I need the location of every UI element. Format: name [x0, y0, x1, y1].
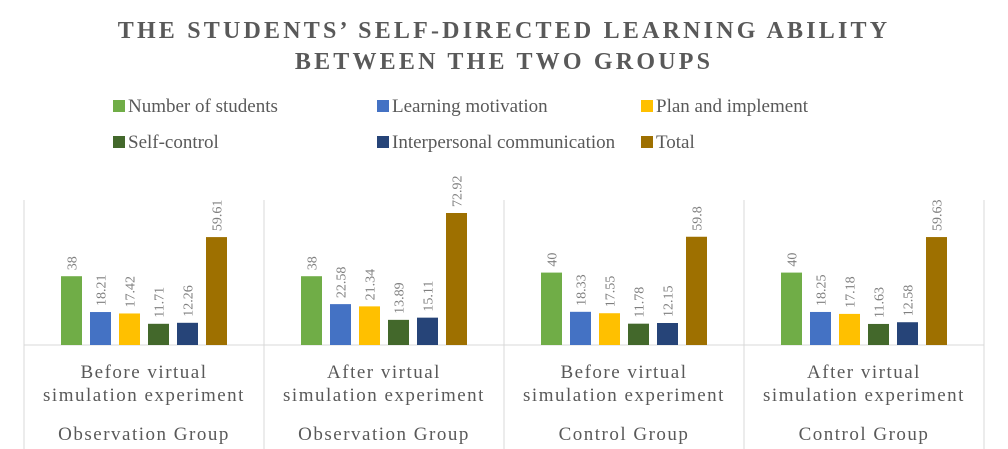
bar [206, 237, 227, 345]
data-label: 13.89 [393, 282, 408, 314]
legend-label: Learning motivation [392, 96, 548, 117]
category-label: simulation experiment [523, 385, 725, 406]
category-label: After virtual [327, 362, 441, 383]
legend-label: Total [656, 132, 695, 153]
legend-label: Number of students [128, 96, 278, 117]
bar [686, 236, 707, 345]
legend-swatch [113, 100, 125, 112]
bars [61, 213, 947, 345]
data-label: 59.8 [691, 206, 706, 231]
bar [897, 322, 918, 345]
chart-title: THE STUDENTS’ SELF-DIRECTED LEARNING ABI… [118, 18, 891, 75]
data-label: 17.55 [604, 276, 619, 308]
data-label: 18.33 [575, 274, 590, 306]
bar [810, 311, 831, 345]
bar [148, 323, 169, 345]
data-label: 15.11 [422, 281, 437, 312]
bar [781, 272, 802, 345]
bar [177, 322, 198, 345]
bar [417, 317, 438, 345]
data-label: 22.58 [335, 267, 350, 299]
category-label: simulation experiment [283, 385, 485, 406]
bar [839, 313, 860, 345]
data-label: 59.61 [211, 200, 226, 232]
legend-swatch [641, 136, 653, 148]
data-label: 12.26 [182, 285, 197, 317]
bar [301, 276, 322, 345]
bar [657, 323, 678, 345]
legend-swatch [113, 136, 125, 148]
bar [359, 306, 380, 345]
data-label: 38 [306, 256, 321, 270]
bar [90, 312, 111, 345]
data-label: 11.71 [153, 287, 168, 318]
data-label: 12.15 [662, 286, 677, 318]
category-label: Before virtual [80, 362, 207, 383]
chart-title-line-1: THE STUDENTS’ SELF-DIRECTED LEARNING ABI… [118, 18, 891, 44]
legend: Number of students Learning motivation Pla… [113, 96, 809, 153]
data-label: 38 [66, 256, 81, 270]
category-label: Before virtual [560, 362, 687, 383]
group-label: Observation Group [58, 424, 230, 445]
data-label: 40 [546, 253, 561, 267]
legend-label: Interpersonal communication [392, 132, 616, 153]
legend-swatch [641, 100, 653, 112]
data-label: 17.42 [124, 276, 139, 308]
data-label: 21.34 [364, 269, 379, 301]
bar [446, 213, 467, 345]
bar [599, 313, 620, 345]
bar [388, 319, 409, 345]
chart-title-line-2: BETWEEN THE TWO GROUPS [295, 49, 713, 75]
data-label: 72.92 [451, 176, 466, 208]
group-label: Control Group [559, 424, 690, 445]
bar [570, 311, 591, 345]
bar [330, 304, 351, 345]
category-label: simulation experiment [43, 385, 245, 406]
legend-swatch [377, 136, 389, 148]
bar [868, 323, 889, 345]
legend-label: Self-control [128, 132, 219, 153]
data-label: 11.78 [633, 287, 648, 318]
data-label: 11.63 [873, 287, 888, 318]
bar [61, 276, 82, 345]
group-label: Observation Group [298, 424, 470, 445]
data-labels: 38 18.21 17.42 11.71 12.26 59.61 38 22.58 21.34 1… [66, 176, 946, 318]
data-label: 12.58 [902, 285, 917, 317]
data-label: 40 [786, 253, 801, 267]
bar [926, 237, 947, 345]
category-label: After virtual [807, 362, 921, 383]
group-label: Control Group [799, 424, 930, 445]
bar [628, 323, 649, 345]
bar [541, 272, 562, 345]
legend-label: Plan and implement [656, 96, 809, 117]
data-label: 18.25 [815, 274, 830, 306]
data-label: 59.63 [931, 200, 946, 232]
data-label: 18.21 [95, 275, 110, 307]
bar [119, 313, 140, 345]
category-label: simulation experiment [763, 385, 965, 406]
legend-swatch [377, 100, 389, 112]
data-label: 17.18 [844, 276, 859, 308]
